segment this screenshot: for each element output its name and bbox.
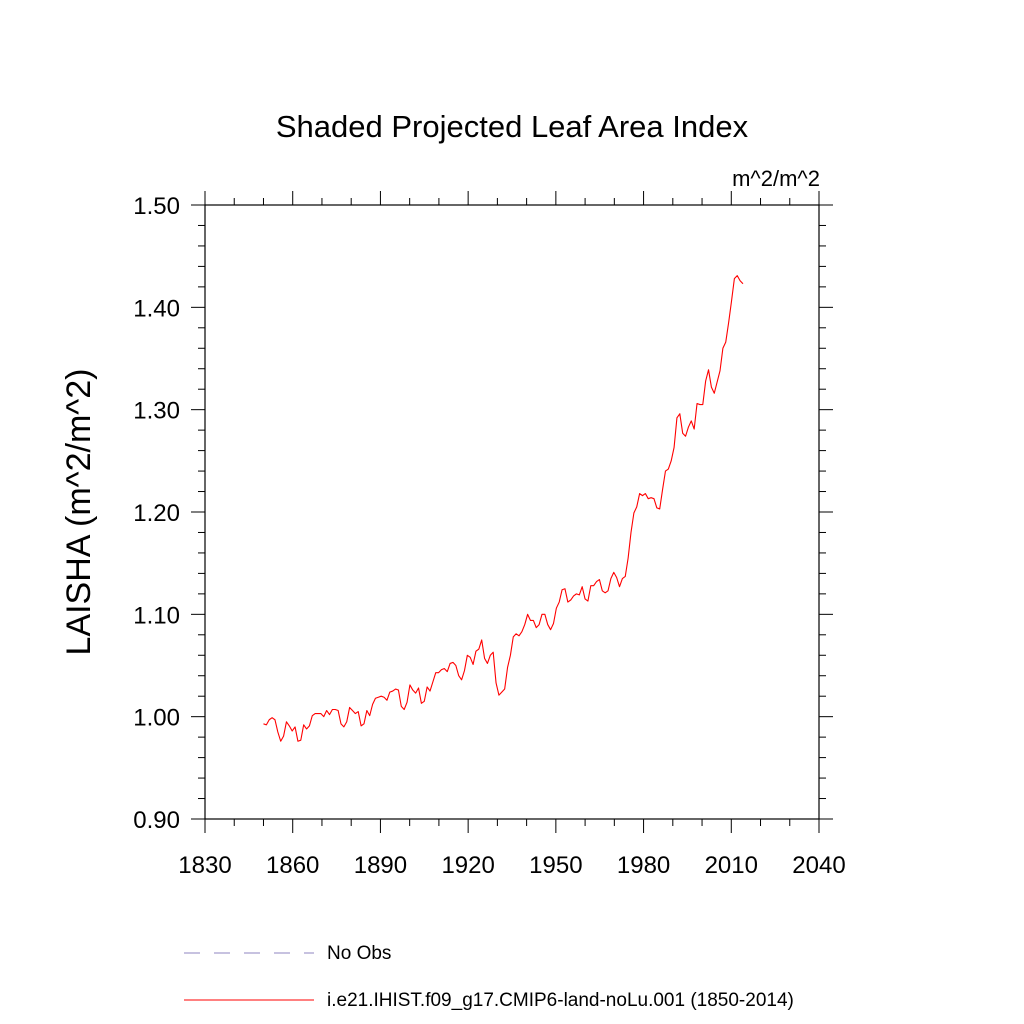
y-tick-label: 1.20 bbox=[133, 500, 180, 527]
plot-frame bbox=[204, 204, 820, 820]
series-layer bbox=[263, 275, 744, 742]
x-tick-label: 1950 bbox=[529, 852, 582, 879]
legend-label-model-run: i.e21.IHIST.f09_g17.CMIP6-land-noLu.001 … bbox=[327, 990, 794, 1011]
x-tick-label: 1890 bbox=[354, 852, 407, 879]
chart-title: Shaded Projected Leaf Area Index bbox=[276, 109, 749, 144]
legend: No Obs i.e21.IHIST.f09_g17.CMIP6-land-no… bbox=[184, 943, 794, 1011]
y-tick-label: 1.40 bbox=[133, 295, 180, 322]
x-tick-label: 1860 bbox=[266, 852, 319, 879]
x-tick-label: 2010 bbox=[705, 852, 758, 879]
y-tick-label: 1.50 bbox=[133, 193, 180, 220]
x-tick-label: 2040 bbox=[792, 852, 845, 879]
tick-labels: 1830 1860 1890 1920 1950 1980 2010 2040 0.90 1.00… bbox=[133, 193, 845, 879]
x-tick-label: 1980 bbox=[617, 852, 670, 879]
axis-ticks bbox=[191, 191, 833, 833]
x-tick-label: 1920 bbox=[441, 852, 494, 879]
legend-label-no-obs: No Obs bbox=[327, 943, 391, 964]
y-tick-label: 0.90 bbox=[133, 807, 180, 834]
y-axis-label: LAISHA (m^2/m^2) bbox=[60, 369, 98, 656]
y-tick-label: 1.00 bbox=[133, 705, 180, 732]
x-tick-label: 1830 bbox=[178, 852, 231, 879]
y-tick-label: 1.30 bbox=[133, 398, 180, 425]
y-tick-label: 1.10 bbox=[133, 602, 180, 629]
units-label: m^2/m^2 bbox=[732, 166, 820, 191]
series-line-model-run bbox=[263, 275, 744, 742]
